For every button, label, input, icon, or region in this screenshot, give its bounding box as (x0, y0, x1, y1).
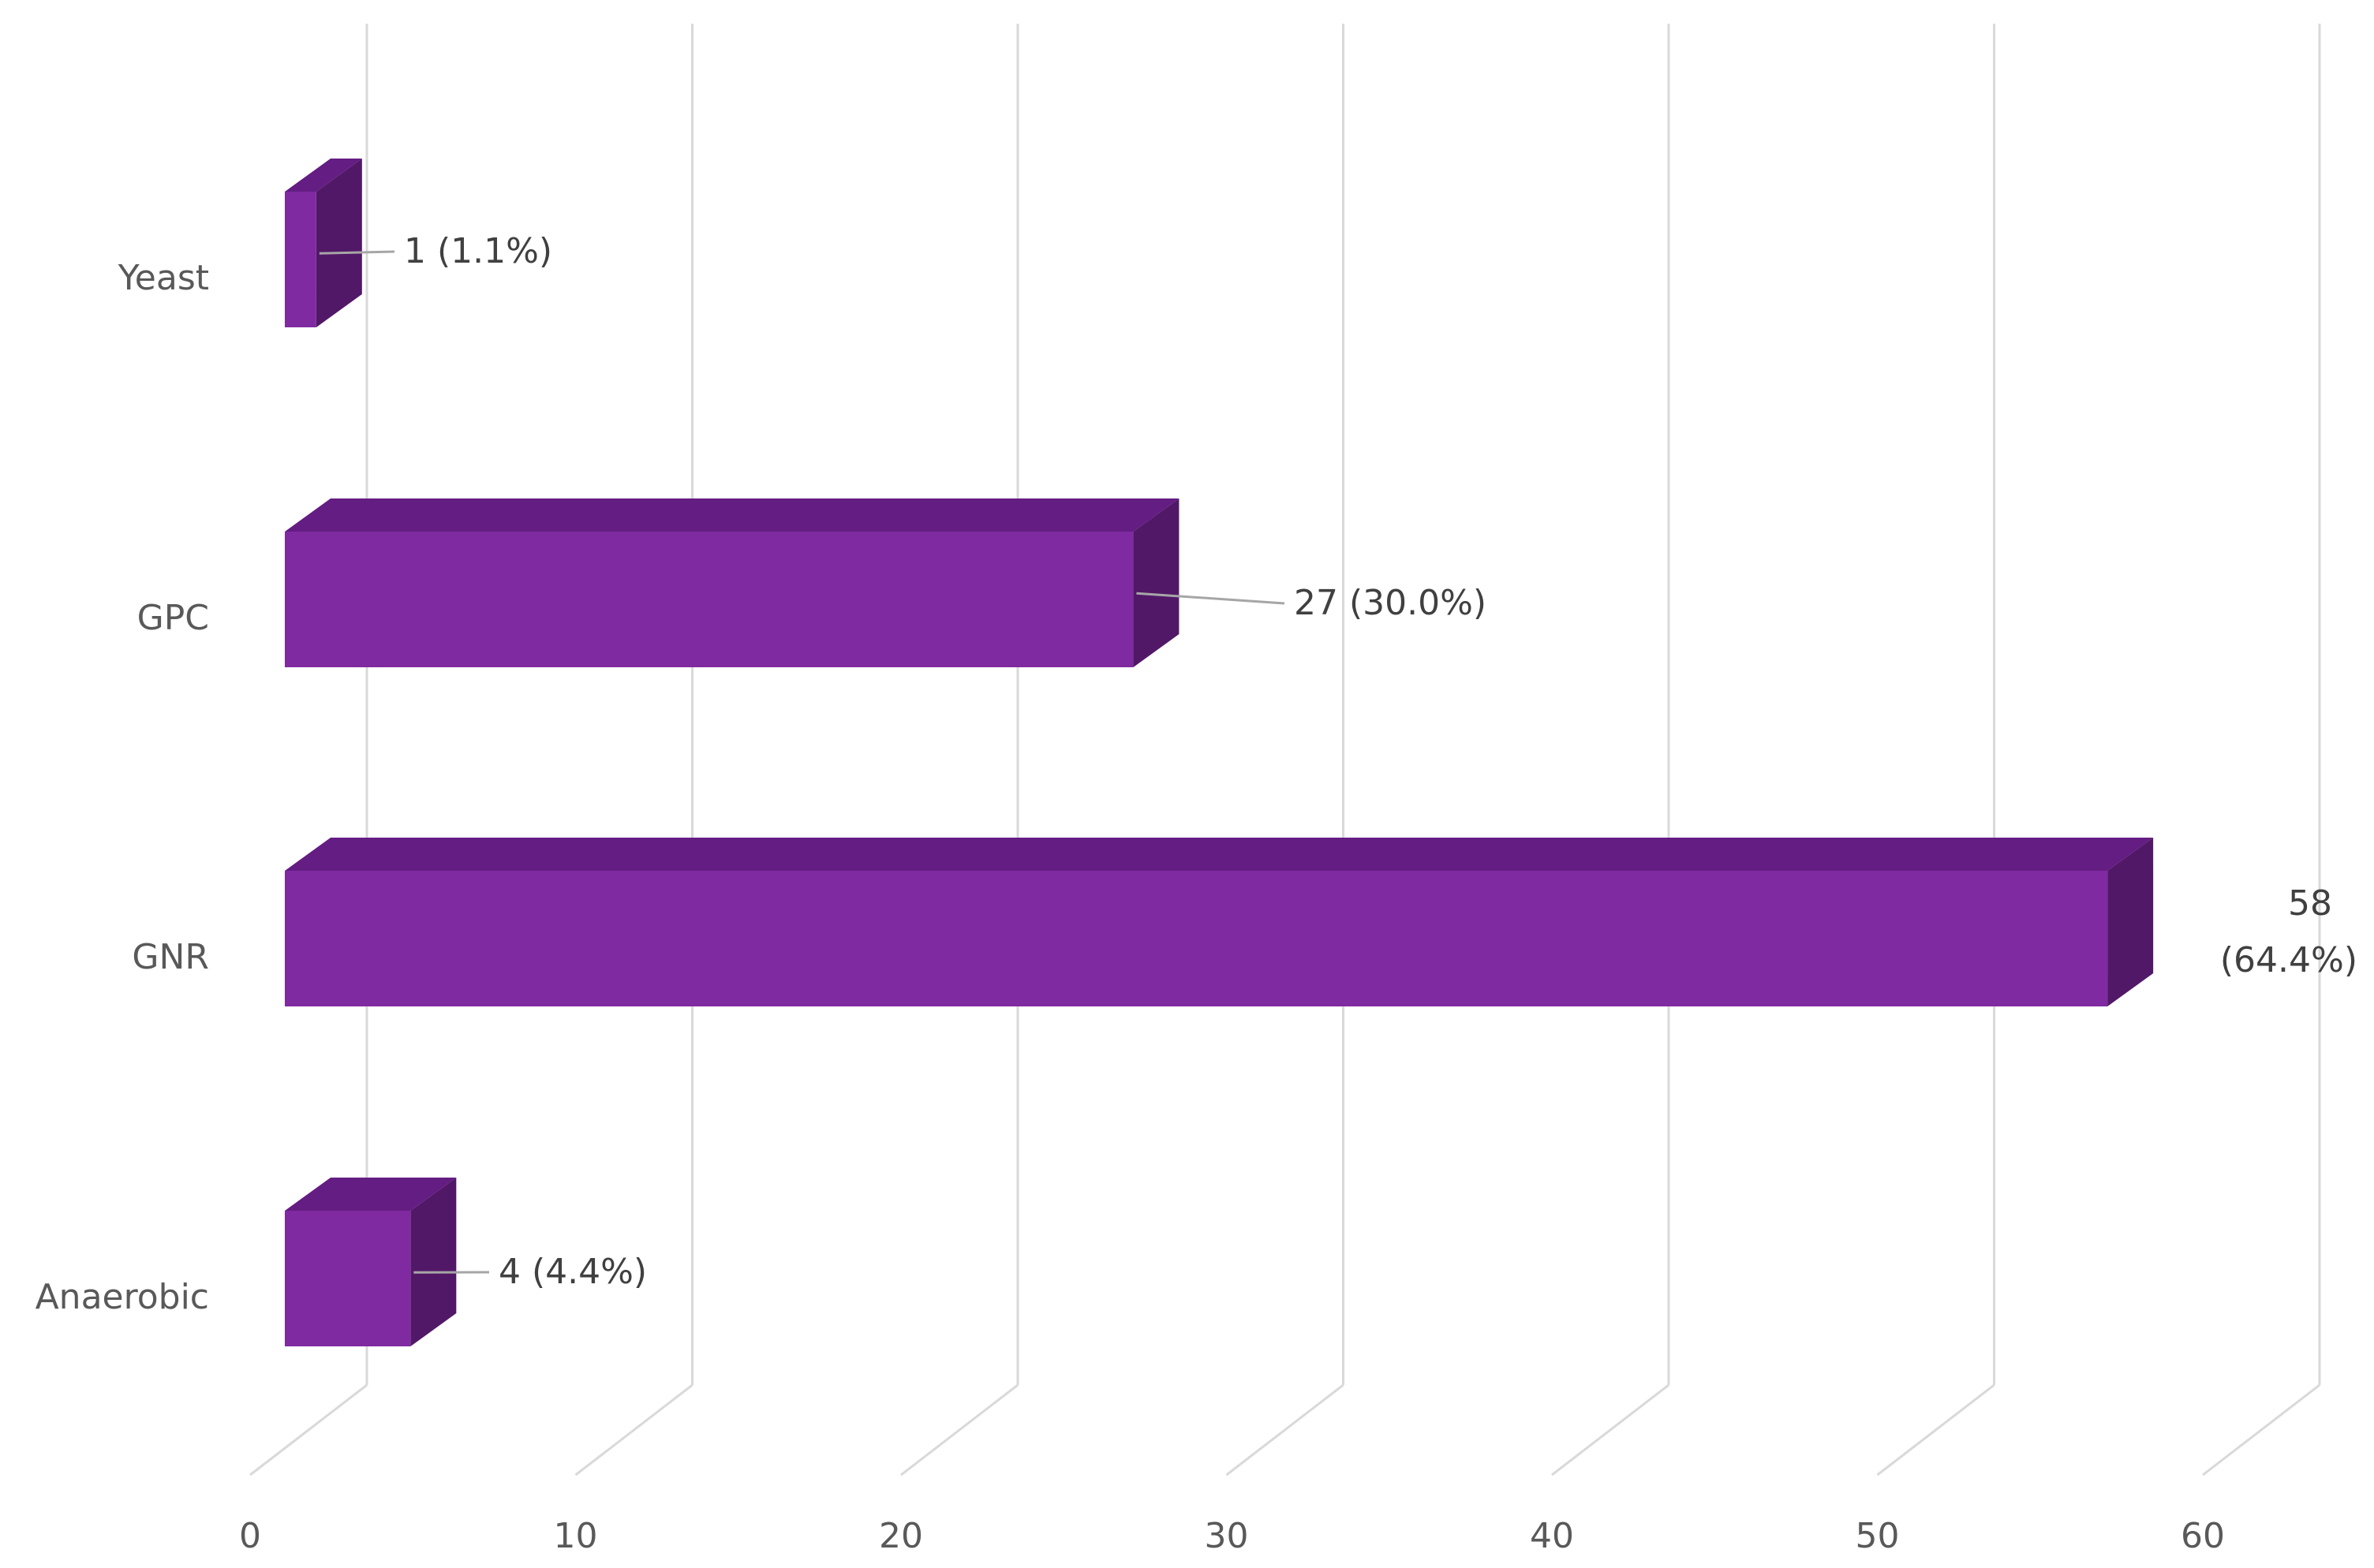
leader-line (1136, 592, 1285, 605)
floor-gridline-60 (2202, 1383, 2320, 1477)
bar-front-face (285, 532, 1134, 667)
x-axis-ticks: 0 10 20 30 40 50 60 (239, 1516, 2225, 1556)
leader-line (319, 250, 395, 255)
bar-anaerobic (285, 1178, 457, 1346)
bar-front-face (285, 871, 2108, 1006)
bar-top-face (285, 498, 1180, 532)
bar-top-face (285, 838, 2154, 871)
bar-top-face (285, 159, 362, 192)
bar-yeast (285, 159, 362, 327)
data-label-gnr: 58 (64.4%) (2220, 883, 2357, 980)
floor-gridline-40 (1551, 1383, 1669, 1477)
bar-side-face (410, 1178, 457, 1346)
category-label-gpc: GPC (137, 598, 209, 638)
data-label-anaerobic: 4 (4.4%) (499, 1252, 647, 1292)
bar-top-face (285, 1178, 457, 1211)
bar-gpc (285, 498, 1180, 667)
x-tick-label-50: 50 (1856, 1516, 1900, 1556)
category-label-yeast: Yeast (118, 258, 209, 298)
data-label-yeast: 1 (1.1%) (404, 231, 552, 271)
bar-front-face (285, 1211, 411, 1346)
x-tick-label-20: 20 (879, 1516, 923, 1556)
bar-side-face (1133, 498, 1180, 667)
bar-side-face (2107, 838, 2154, 1006)
category-label-gnr: GNR (132, 937, 209, 977)
data-labels: 1 (1.1%) 27 (30.0%) 58 (64.4%) 4 (4.4%) (404, 231, 2357, 1292)
bars (285, 159, 2154, 1346)
x-tick-label-60: 60 (2181, 1516, 2225, 1556)
floor-gridline-30 (1225, 1383, 1344, 1477)
floor-gridline-10 (574, 1383, 694, 1477)
x-tick-label-0: 0 (239, 1516, 261, 1556)
floor-gridline-20 (900, 1383, 1019, 1477)
x-tick-label-10: 10 (554, 1516, 598, 1556)
bar-gnr (285, 838, 2154, 1006)
x-tick-label-30: 30 (1205, 1516, 1249, 1556)
category-label-anaerobic: Anaerobic (36, 1277, 209, 1317)
floor-gridline-50 (1876, 1383, 1995, 1477)
x-tick-label-40: 40 (1530, 1516, 1574, 1556)
data-label-gpc: 27 (30.0%) (1294, 583, 1486, 623)
floor-gridline-0 (249, 1383, 368, 1477)
gridlines (249, 24, 2321, 1477)
bar-front-face (285, 192, 316, 327)
category-labels: Yeast GPC GNR Anaerobic (36, 258, 209, 1317)
leader-lines (319, 250, 1285, 1274)
bar-side-face (316, 159, 362, 327)
